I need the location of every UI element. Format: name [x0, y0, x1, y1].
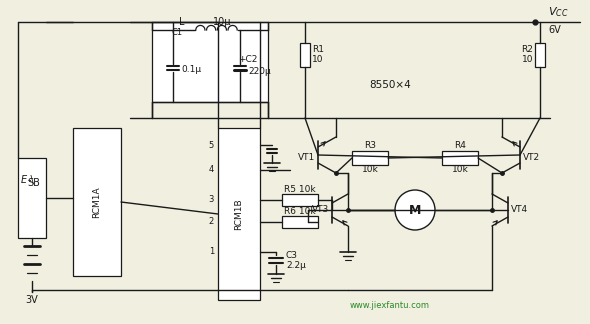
Text: 10k: 10k: [451, 166, 468, 175]
Text: SB: SB: [28, 178, 41, 188]
Text: VT1: VT1: [298, 153, 315, 161]
Text: 1: 1: [209, 248, 214, 257]
Text: 10k: 10k: [362, 166, 378, 175]
Text: M: M: [409, 203, 421, 216]
Text: 220μ: 220μ: [248, 67, 271, 76]
Bar: [352, 151, 388, 165]
Text: 10μ: 10μ: [213, 17, 231, 27]
Bar: [300, 43, 310, 67]
Circle shape: [395, 190, 435, 230]
Text: 10: 10: [312, 55, 323, 64]
Text: C3: C3: [286, 251, 298, 260]
Text: RCM1B: RCM1B: [234, 198, 244, 230]
Text: 10: 10: [522, 55, 533, 64]
Text: E: E: [21, 175, 27, 185]
Text: 3V: 3V: [25, 295, 38, 305]
Text: R4: R4: [454, 142, 466, 151]
Text: L: L: [179, 17, 184, 27]
Text: RCM1A: RCM1A: [93, 186, 101, 218]
Text: VT2: VT2: [523, 153, 540, 161]
Text: -\: -\: [28, 175, 35, 185]
Text: R5 10k: R5 10k: [284, 186, 316, 194]
Bar: [442, 151, 478, 165]
Text: VT4: VT4: [511, 205, 528, 214]
Text: 6V: 6V: [548, 25, 560, 35]
Bar: [282, 194, 318, 206]
Text: R3: R3: [364, 142, 376, 151]
Text: $V_{CC}$: $V_{CC}$: [548, 5, 568, 19]
Bar: [18, 158, 46, 238]
Text: 8550×4: 8550×4: [369, 80, 411, 90]
Bar: [282, 216, 318, 228]
Text: R6 10k: R6 10k: [284, 207, 316, 216]
Text: 0.1μ: 0.1μ: [181, 65, 201, 75]
Bar: [218, 128, 260, 300]
Text: +C2: +C2: [238, 55, 257, 64]
Text: 3: 3: [209, 195, 214, 204]
Text: VT3: VT3: [312, 205, 329, 214]
Text: C1: C1: [171, 28, 182, 37]
Text: 5: 5: [209, 141, 214, 149]
Text: 2.2μ: 2.2μ: [286, 261, 306, 271]
Text: R1: R1: [312, 45, 324, 54]
Bar: [535, 43, 545, 67]
Text: 4: 4: [209, 166, 214, 175]
Bar: [152, 22, 268, 102]
Text: 2: 2: [209, 217, 214, 226]
Text: R2: R2: [521, 45, 533, 54]
Bar: [73, 128, 121, 276]
Text: www.jiexfantu.com: www.jiexfantu.com: [350, 300, 430, 309]
